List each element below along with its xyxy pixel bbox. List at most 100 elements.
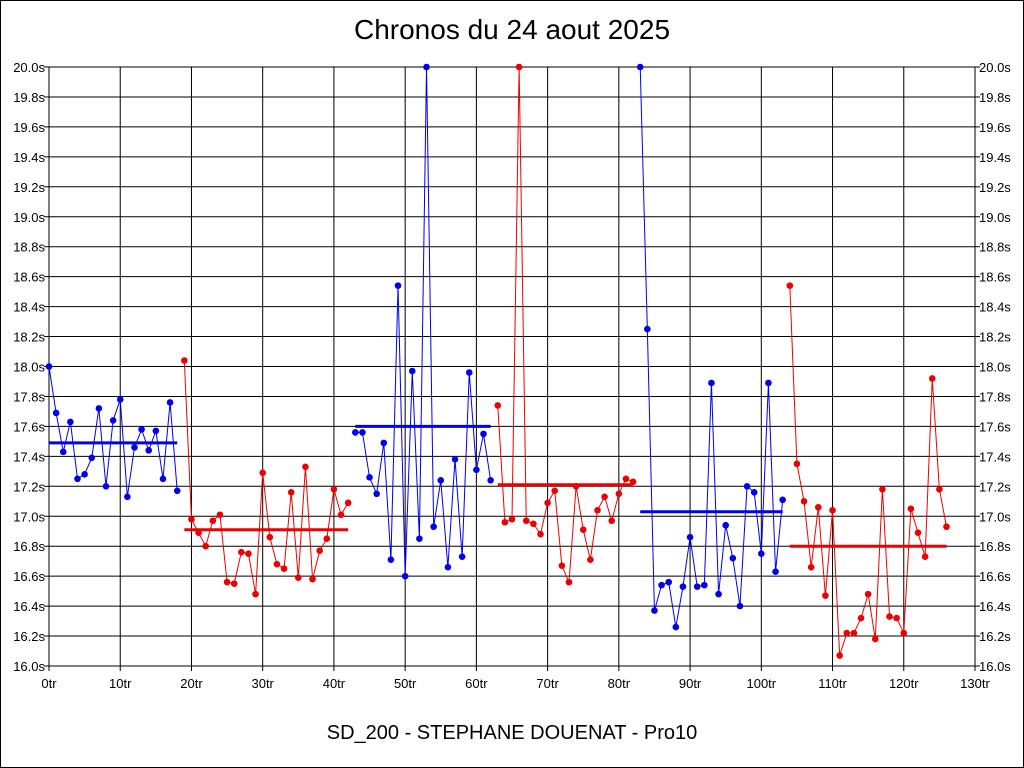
- data-point: [651, 607, 658, 614]
- data-point: [444, 563, 452, 571]
- y-tick-label-right: 17.0s: [979, 509, 1011, 524]
- y-tick-label-left: 19.0s: [13, 210, 45, 225]
- data-point: [907, 505, 915, 513]
- x-tick-label: 30tr: [251, 676, 274, 691]
- data-point: [202, 542, 210, 550]
- segment-6-line: [789, 285, 947, 656]
- data-point: [181, 357, 188, 364]
- y-tick-label-right: 16.4s: [979, 599, 1011, 614]
- data-point: [743, 483, 751, 490]
- data-point: [74, 475, 81, 483]
- x-tick-label: 80tr: [608, 676, 631, 691]
- y-tick-label-right: 18.0s: [979, 360, 1011, 375]
- data-point: [473, 466, 480, 474]
- data-point: [295, 574, 302, 581]
- segment-3-line: [355, 66, 492, 577]
- data-point: [173, 487, 181, 495]
- data-point: [437, 477, 445, 484]
- data-point: [302, 463, 309, 471]
- data-point: [366, 474, 373, 481]
- data-point: [715, 590, 722, 598]
- y-tick-label-right: 18.8s: [979, 240, 1011, 255]
- data-point: [451, 456, 459, 463]
- segment-6: [786, 282, 950, 659]
- data-point: [423, 63, 430, 71]
- data-point: [722, 521, 729, 529]
- data-point: [729, 554, 737, 562]
- data-point: [594, 506, 601, 514]
- y-tick-label-left: 17.6s: [13, 419, 45, 434]
- x-tick-label: 0tr: [41, 676, 57, 691]
- data-point: [644, 325, 651, 333]
- data-point: [88, 454, 96, 462]
- data-point: [131, 444, 138, 451]
- data-point: [565, 578, 573, 586]
- data-point: [587, 556, 594, 563]
- data-point: [238, 548, 245, 556]
- data-point: [886, 613, 893, 620]
- data-point: [636, 63, 644, 71]
- x-tick-label: 120tr: [889, 676, 919, 691]
- data-point: [736, 602, 744, 610]
- data-point: [708, 379, 715, 387]
- data-point: [501, 518, 509, 526]
- y-tick-label-left: 16.4s: [13, 599, 45, 614]
- data-point: [871, 635, 879, 643]
- y-tick-label-left: 16.8s: [13, 539, 45, 554]
- data-point: [67, 418, 74, 426]
- data-point: [124, 493, 131, 501]
- data-point: [551, 487, 559, 495]
- y-tick-label-right: 17.4s: [979, 449, 1011, 464]
- data-point: [530, 520, 537, 528]
- x-tick-label: 100tr: [746, 676, 776, 691]
- y-tick-label-right: 17.2s: [979, 479, 1011, 494]
- y-tick-label-right: 16.8s: [979, 539, 1011, 554]
- chart-subtitle: SD_200 - STEPHANE DOUENAT - Pro10: [326, 722, 698, 744]
- data-point: [109, 417, 117, 424]
- data-point: [779, 496, 786, 504]
- x-tick-label: 90tr: [679, 676, 702, 691]
- y-tick-label-left: 19.8s: [13, 90, 45, 105]
- y-tick-label-left: 17.8s: [13, 389, 45, 404]
- data-point: [601, 493, 608, 501]
- data-point: [608, 517, 616, 525]
- y-tick-label-left: 17.4s: [13, 449, 45, 464]
- data-point: [686, 533, 694, 541]
- data-point: [544, 499, 551, 507]
- segment-1: [45, 363, 181, 501]
- data-point: [252, 590, 259, 598]
- data-point: [145, 447, 153, 454]
- x-tick-label: 50tr: [394, 676, 417, 691]
- series-group: [45, 63, 950, 659]
- x-tick-label: 110tr: [818, 676, 847, 691]
- x-tick-label: 10tr: [109, 676, 132, 691]
- data-point: [672, 623, 680, 631]
- data-point: [928, 375, 936, 382]
- data-point: [159, 475, 167, 483]
- data-point: [936, 485, 943, 493]
- y-tick-label-right: 18.4s: [979, 300, 1011, 315]
- y-tick-label-right: 16.0s: [979, 659, 1011, 674]
- data-point: [515, 63, 523, 71]
- data-point: [216, 511, 224, 519]
- y-tick-label-right: 19.0s: [979, 210, 1011, 225]
- data-point: [387, 556, 395, 563]
- data-point: [658, 581, 665, 589]
- y-tick-label-left: 18.8s: [13, 240, 45, 255]
- data-point: [750, 488, 758, 496]
- data-point: [487, 477, 494, 484]
- data-point: [166, 399, 174, 406]
- y-tick-label-right: 20.0s: [979, 60, 1011, 75]
- y-tick-label-left: 17.2s: [13, 479, 45, 494]
- data-point: [857, 614, 865, 622]
- data-point: [102, 483, 110, 490]
- data-point: [508, 515, 516, 523]
- data-point: [316, 547, 323, 554]
- segment-4: [494, 63, 637, 586]
- y-tick-label-right: 17.6s: [979, 419, 1011, 434]
- data-point: [230, 580, 238, 587]
- data-point: [223, 578, 231, 586]
- data-point: [814, 503, 822, 511]
- y-tick-label-left: 18.4s: [13, 300, 45, 315]
